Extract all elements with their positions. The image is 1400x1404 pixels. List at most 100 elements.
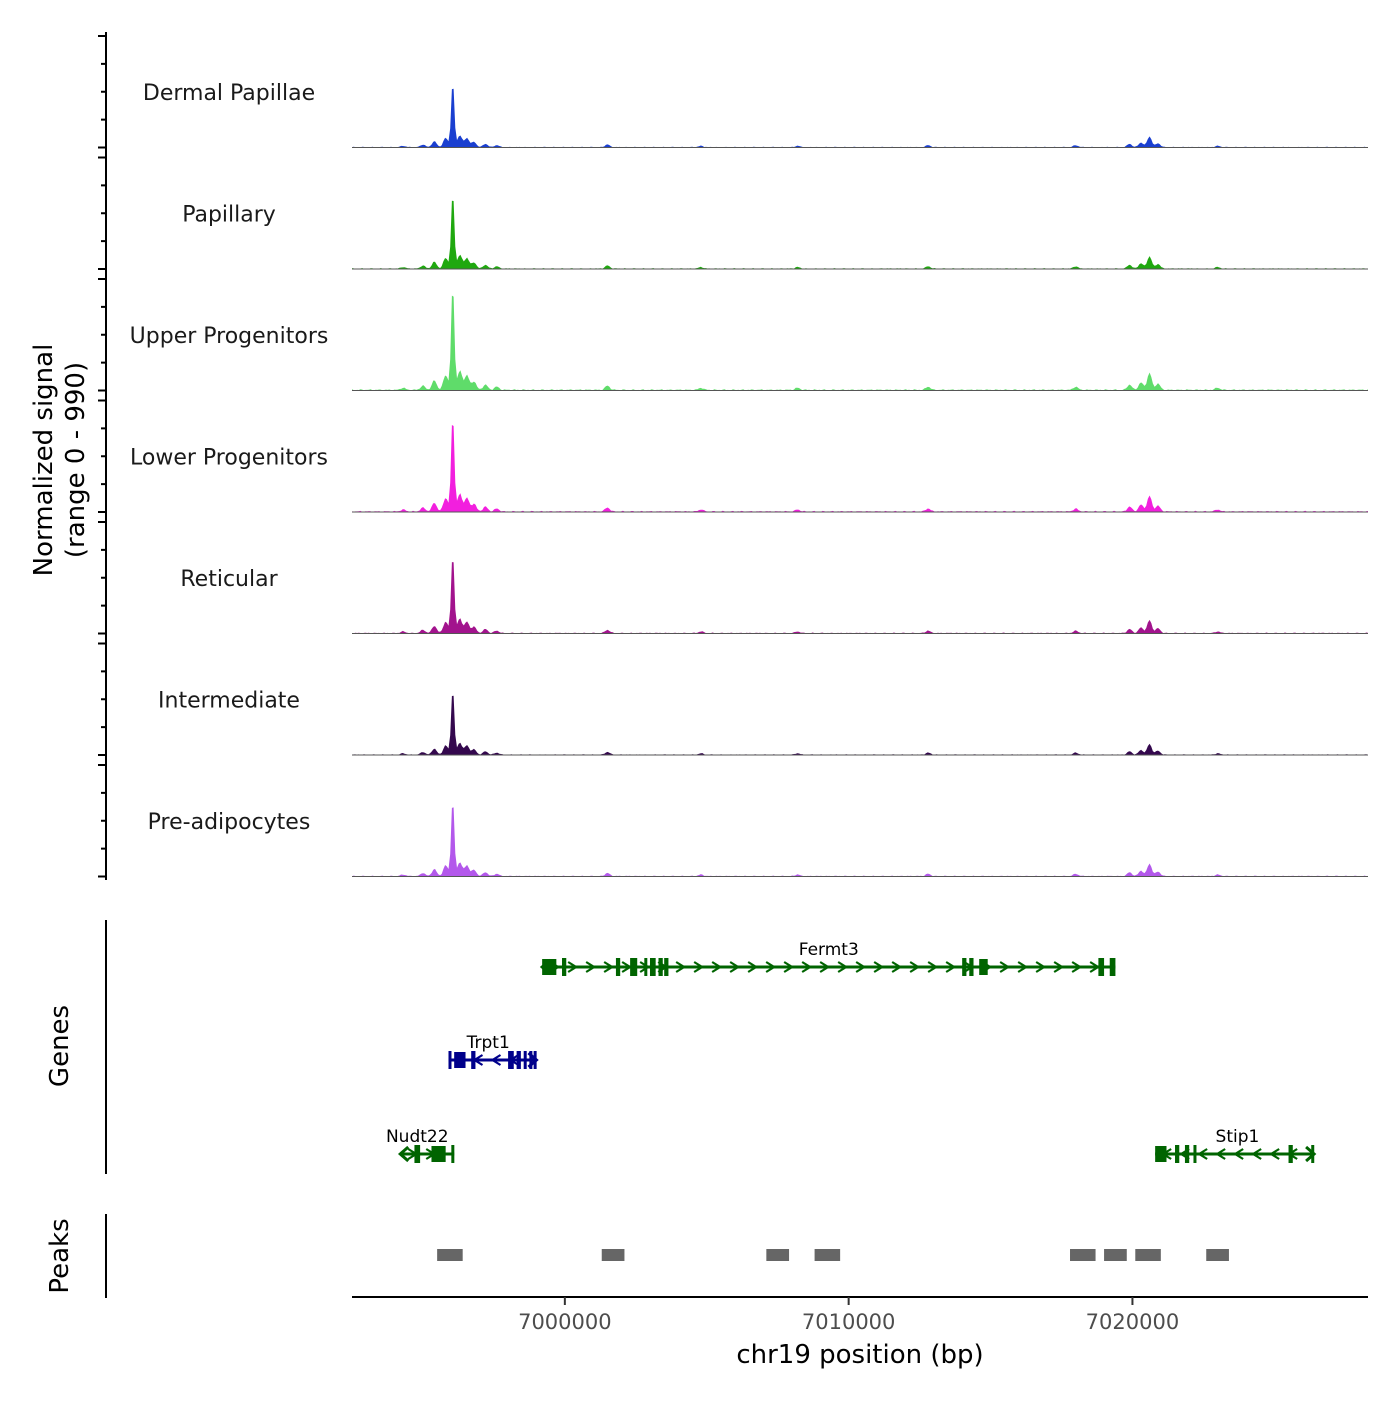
- strand-arrow: [855, 961, 867, 973]
- exon: [516, 1051, 521, 1069]
- exon: [508, 1051, 514, 1069]
- track-lower-progenitors: Lower Progenitors: [130, 425, 1368, 513]
- signal-area-lower-progenitors: [352, 425, 1368, 512]
- track-intermediate: Intermediate: [158, 689, 1368, 756]
- gene-label-stip1: Stip1: [1216, 1127, 1260, 1147]
- track-label-reticular: Reticular: [180, 567, 278, 592]
- signal-area-pre-adipocytes: [352, 807, 1368, 877]
- track-upper-progenitors: Upper Progenitors: [130, 295, 1368, 391]
- exon: [448, 1051, 452, 1069]
- peak-region: [601, 1249, 625, 1261]
- x-axis-ticks: 7000000 7010000 7020000: [518, 1297, 1179, 1334]
- exon: [414, 1145, 421, 1163]
- exon: [630, 958, 638, 976]
- strand-arrow: [639, 961, 651, 973]
- exon: [1311, 1145, 1315, 1163]
- strand-arrow: [999, 961, 1011, 973]
- y-axis-label-line1: Normalized signal: [29, 344, 59, 577]
- exon: [1288, 1145, 1293, 1163]
- exon: [969, 958, 974, 976]
- strand-arrow: [567, 961, 579, 973]
- strand-arrow: [783, 961, 795, 973]
- track-label-pre-adipocytes: Pre-adipocytes: [148, 810, 311, 835]
- exon: [649, 958, 656, 976]
- gene-nudt22: Nudt22: [386, 1127, 455, 1163]
- track-label-upper-progenitors: Upper Progenitors: [130, 324, 329, 349]
- exon: [658, 958, 663, 976]
- exon: [664, 958, 669, 976]
- exon: [451, 1145, 455, 1163]
- exon: [523, 1051, 527, 1069]
- track-papillary: Papillary: [182, 200, 1368, 270]
- signal-area-upper-progenitors: [352, 295, 1368, 391]
- track-reticular: Reticular: [180, 562, 1368, 634]
- exon: [1109, 958, 1116, 976]
- x-tick-label: 7000000: [518, 1310, 612, 1334]
- strand-arrow: [927, 961, 939, 973]
- strand-arrow: [747, 961, 759, 973]
- strand-arrow: [1233, 1148, 1244, 1160]
- strand-arrow: [801, 961, 813, 973]
- exon: [533, 1051, 537, 1069]
- strand-arrow: [711, 961, 723, 973]
- strand-arrow: [909, 961, 921, 973]
- strand-arrow: [1053, 961, 1065, 973]
- track-dermal-papillae: Dermal Papillae: [143, 81, 1368, 148]
- strand-arrow: [585, 961, 597, 973]
- strand-arrow: [1035, 961, 1047, 973]
- genes-label: Genes: [45, 1005, 75, 1087]
- track-label-intermediate: Intermediate: [158, 689, 300, 714]
- track-label-papillary: Papillary: [182, 203, 276, 228]
- peak-region: [766, 1249, 790, 1261]
- exon: [1184, 1145, 1190, 1163]
- peak-region: [1206, 1249, 1229, 1261]
- exon: [431, 1146, 446, 1162]
- x-axis-label: chr19 position (bp): [736, 1340, 983, 1370]
- exon: [962, 958, 967, 976]
- gene-label-trpt1: Trpt1: [466, 1033, 510, 1053]
- x-tick-label: 7020000: [1086, 1310, 1180, 1334]
- exon: [471, 1051, 476, 1069]
- strand-arrow: [873, 961, 885, 973]
- peak-regions: [437, 1249, 1229, 1261]
- signal-area-papillary: [352, 200, 1368, 269]
- peak-region: [1135, 1249, 1161, 1261]
- signal-area-dermal-papillae: [352, 88, 1368, 148]
- strand-arrow: [1017, 961, 1029, 973]
- strand-arrow: [675, 961, 687, 973]
- exon: [1155, 1146, 1167, 1162]
- strand-arrow: [729, 961, 741, 973]
- peak-region: [437, 1249, 463, 1261]
- peaks-label: Peaks: [45, 1218, 75, 1293]
- gene-annotations: Fermt3 Trpt1 Nudt22 Stip1: [386, 940, 1317, 1163]
- strand-arrow: [1197, 1148, 1208, 1160]
- strand-arrow: [1269, 1148, 1280, 1160]
- strand-arrow: [693, 961, 705, 973]
- exon: [562, 958, 567, 976]
- gene-label-nudt22: Nudt22: [386, 1127, 449, 1147]
- exon: [529, 1051, 533, 1069]
- strand-arrow: [837, 961, 849, 973]
- exon: [644, 958, 648, 976]
- strand-arrow: [1089, 961, 1101, 973]
- peak-region: [1104, 1249, 1127, 1261]
- gene-fermt3: Fermt3: [539, 940, 1116, 976]
- strand-arrow: [891, 961, 903, 973]
- exon: [1193, 1145, 1197, 1163]
- signal-area-intermediate: [352, 695, 1368, 755]
- exon: [542, 959, 557, 975]
- exon: [615, 958, 621, 976]
- exon: [979, 959, 988, 975]
- signal-tracks: Dermal Papillae Papillary Upper Progenitor…: [130, 81, 1368, 877]
- track-pre-adipocytes: Pre-adipocytes: [148, 807, 1368, 877]
- strand-arrow: [1251, 1148, 1262, 1160]
- strand-arrow: [819, 961, 831, 973]
- peak-region: [1070, 1249, 1096, 1261]
- gene-stip1: Stip1: [1155, 1127, 1317, 1163]
- gene-label-fermt3: Fermt3: [799, 940, 859, 960]
- track-label-lower-progenitors: Lower Progenitors: [130, 446, 328, 471]
- y-axis-label-line2: (range 0 - 990): [61, 362, 91, 558]
- strand-arrow: [945, 961, 957, 973]
